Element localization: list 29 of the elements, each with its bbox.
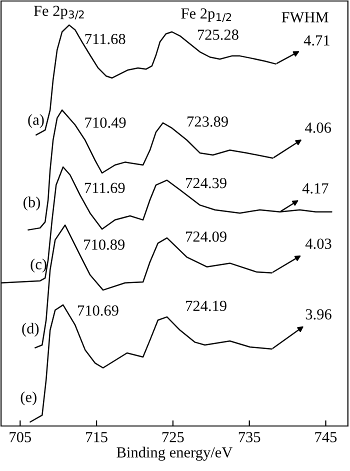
x-tick-label: 725 bbox=[162, 432, 184, 442]
annotation: 710.49 bbox=[85, 117, 126, 128]
annotation: (d) bbox=[22, 322, 39, 337]
annotation: 4.06 bbox=[305, 122, 332, 133]
annotation: Fe 2p$_{1/2}$ bbox=[181, 8, 232, 22]
x-tick-label: 705 bbox=[10, 432, 32, 442]
annotation: 724.09 bbox=[186, 231, 226, 242]
annotation: (b) bbox=[24, 196, 40, 210]
annotation: 4.71 bbox=[304, 35, 330, 46]
annotation: (c) bbox=[30, 258, 46, 273]
annotation: 3.96 bbox=[306, 309, 332, 320]
annotation: 724.39 bbox=[186, 178, 226, 188]
x-tick-label: 735 bbox=[238, 432, 260, 442]
x-axis-title: Binding energy/eV bbox=[116, 446, 233, 461]
text: FWHM bbox=[282, 12, 328, 22]
annotation: 710.69 bbox=[78, 305, 118, 316]
annotation: 4.17 bbox=[302, 183, 328, 194]
annotation: Fe 2p$_{3/2}$ bbox=[34, 6, 84, 20]
annotation: 725.28 bbox=[198, 30, 238, 40]
x-tick-label: 715 bbox=[86, 432, 108, 442]
annotation: 723.89 bbox=[188, 116, 228, 127]
x-tick-label: 745 bbox=[315, 432, 337, 442]
annotation: (a) bbox=[28, 114, 44, 128]
annotation: 711.68 bbox=[85, 34, 126, 44]
annotation: (e) bbox=[20, 391, 36, 406]
annotation: 710.89 bbox=[84, 239, 125, 250]
annotation: 4.03 bbox=[305, 238, 332, 249]
annotation: 724.19 bbox=[186, 300, 226, 312]
annotation: 711.69 bbox=[84, 182, 125, 194]
